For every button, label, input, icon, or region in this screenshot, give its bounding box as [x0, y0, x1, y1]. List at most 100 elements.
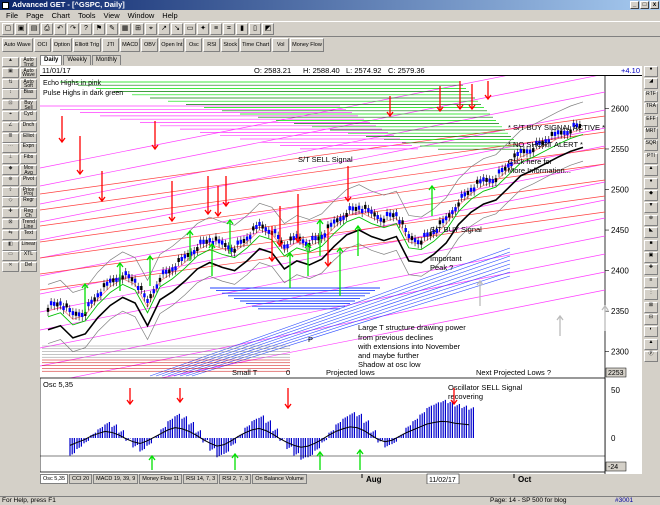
toolbar-button-6[interactable]: ?: [80, 23, 92, 35]
toolbar-button-5[interactable]: ↷: [67, 23, 79, 35]
tool-linear[interactable]: Linear: [20, 240, 37, 251]
right-tool-18[interactable]: ⋮: [644, 289, 658, 301]
study-button-macd[interactable]: MACD: [120, 38, 141, 52]
tool-aux-3[interactable]: ↕: [2, 89, 19, 100]
tool-pivot[interactable]: Pivot: [20, 175, 37, 186]
indicator-tab-2[interactable]: MACD 19, 39, 9: [93, 474, 139, 484]
toolbar-button-17[interactable]: ⌗: [223, 23, 235, 35]
indicator-tab-6[interactable]: On Balance Volume: [252, 474, 307, 484]
tool-auto-soft[interactable]: Auto Soft: [20, 78, 37, 89]
tool-aux-19[interactable]: ✕: [2, 262, 19, 273]
tool-aux-11[interactable]: ⊕: [2, 175, 19, 186]
tool-aux-5[interactable]: ⌖: [2, 111, 19, 121]
tool-mov-avg[interactable]: Mov Avg: [20, 165, 37, 175]
toolbar-button-3[interactable]: ⎙: [41, 23, 53, 35]
toolbar-button-13[interactable]: ↘: [171, 23, 183, 35]
right-tool-15[interactable]: ▣: [644, 252, 658, 263]
right-tool-9[interactable]: ♦: [644, 177, 658, 189]
right-tool-12[interactable]: ⊕: [644, 214, 658, 226]
tool-buy-sell[interactable]: Buy Sell: [20, 100, 37, 111]
chart-area[interactable]: 26002550250024502400235023002253AprMayJu…: [39, 55, 642, 485]
menu-page[interactable]: Page: [26, 11, 44, 20]
right-tool-8[interactable]: ▲: [644, 165, 658, 177]
tool-bias[interactable]: Bias: [20, 89, 37, 100]
tool-aux-4[interactable]: ⊡: [2, 100, 19, 111]
tool-aux-17[interactable]: ◧: [2, 240, 19, 251]
tool-aux-16[interactable]: ⇆: [2, 229, 19, 240]
right-tool-17[interactable]: ≡: [644, 276, 658, 288]
study-button-osc[interactable]: Osc: [185, 38, 203, 52]
price-chart-svg[interactable]: 26002550250024502400235023002253AprMayJu…: [39, 55, 642, 485]
right-tool-23[interactable]: Ⓟ: [644, 351, 658, 363]
tool-aux-1[interactable]: ▣: [2, 67, 19, 78]
right-tool-22[interactable]: ▲: [644, 338, 658, 350]
tool-text[interactable]: Text: [20, 229, 37, 240]
tool-xtl[interactable]: XTL: [20, 251, 37, 262]
tool-fibs[interactable]: Fibs: [20, 154, 37, 165]
right-tool-1[interactable]: ◢: [644, 78, 658, 90]
tool-elliot[interactable]: Elliot: [20, 132, 37, 143]
right-tool-0[interactable]: ●: [644, 66, 658, 77]
study-button-money-flow[interactable]: Money Flow: [290, 38, 324, 52]
minimize-button[interactable]: _: [630, 1, 639, 9]
right-tool-7[interactable]: PTI: [644, 152, 658, 164]
tool-auto-trnd[interactable]: Auto Trnd: [20, 57, 37, 67]
toolbar-button-20[interactable]: ◩: [262, 23, 274, 35]
toolbar-button-2[interactable]: ▤: [28, 23, 40, 35]
study-button-oci[interactable]: OCI: [33, 38, 51, 52]
right-tool-6[interactable]: SQR: [644, 140, 658, 152]
tool-trend-line[interactable]: Trend Line: [20, 219, 37, 229]
tool-dnch[interactable]: Dnch: [20, 121, 37, 132]
tool-aux-8[interactable]: ⋯: [2, 143, 19, 154]
toolbar-button-7[interactable]: ⚑: [93, 23, 105, 35]
right-tool-5[interactable]: MRT: [644, 128, 658, 139]
menu-window[interactable]: Window: [127, 11, 155, 20]
tool-aux-9[interactable]: ⊥: [2, 154, 19, 165]
right-tool-2[interactable]: RTF: [644, 90, 658, 102]
tool-price-proj[interactable]: Price Proj: [20, 186, 37, 197]
right-tool-20[interactable]: ⊟: [644, 314, 658, 325]
maximize-button[interactable]: □: [640, 1, 649, 9]
toolbar-button-15[interactable]: ✦: [197, 23, 209, 35]
toolbar-button-12[interactable]: ↗: [158, 23, 170, 35]
toolbar-button-14[interactable]: ▭: [184, 23, 196, 35]
study-button-rsi[interactable]: RSI: [203, 38, 221, 52]
menu-file[interactable]: File: [6, 11, 19, 20]
menu-help[interactable]: Help: [162, 11, 178, 20]
right-tool-4[interactable]: EFF: [644, 115, 658, 127]
tool-auto-wave[interactable]: Auto Wave: [20, 67, 37, 78]
study-button-stock[interactable]: Stock: [221, 38, 240, 52]
study-button-time-chart[interactable]: Time Chart: [240, 38, 272, 52]
tool-cycl[interactable]: Cycl: [20, 111, 37, 121]
right-tool-16[interactable]: ✚: [644, 264, 658, 276]
toolbar-button-19[interactable]: ▯: [249, 23, 261, 35]
right-tool-14[interactable]: ■: [644, 239, 658, 251]
tool-aux-14[interactable]: ✚: [2, 208, 19, 219]
tool-aux-0[interactable]: ▲: [2, 57, 19, 67]
study-button-jti[interactable]: JTI: [102, 38, 120, 52]
toolbar-button-0[interactable]: ▢: [2, 23, 14, 35]
indicator-tab-5[interactable]: RSI 2, 7, 3: [219, 474, 252, 484]
indicator-tab-0[interactable]: Osc 5,35: [40, 474, 69, 484]
indicator-tab-3[interactable]: Money Flow 11: [139, 474, 183, 484]
right-tool-11[interactable]: ▼: [644, 202, 658, 214]
menu-view[interactable]: View: [103, 11, 120, 20]
indicator-tab-4[interactable]: RSI 14, 7, 3: [183, 474, 219, 484]
tool-aux-10[interactable]: ◆: [2, 165, 19, 175]
tab-weekly[interactable]: Weekly: [63, 55, 91, 65]
right-tool-19[interactable]: ⊠: [644, 301, 658, 313]
tool-aux-7[interactable]: ≣: [2, 132, 19, 143]
tool-aux-12[interactable]: ⇧: [2, 186, 19, 197]
tool-aux-2[interactable]: ⇅: [2, 78, 19, 89]
study-button-open-int[interactable]: Open Int: [159, 38, 185, 52]
toolbar-button-8[interactable]: ✎: [106, 23, 118, 35]
study-button-obv[interactable]: OBV: [141, 38, 159, 52]
menu-tools[interactable]: Tools: [77, 11, 96, 20]
right-tool-13[interactable]: ◣: [644, 227, 658, 239]
tool-regr[interactable]: Regr: [20, 197, 37, 208]
tool-expn[interactable]: Expn: [20, 143, 37, 154]
close-button[interactable]: x: [650, 1, 659, 9]
right-tool-3[interactable]: TRA: [644, 103, 658, 115]
tool-aux-13[interactable]: ◇: [2, 197, 19, 208]
tool-aux-18[interactable]: ▭: [2, 251, 19, 262]
